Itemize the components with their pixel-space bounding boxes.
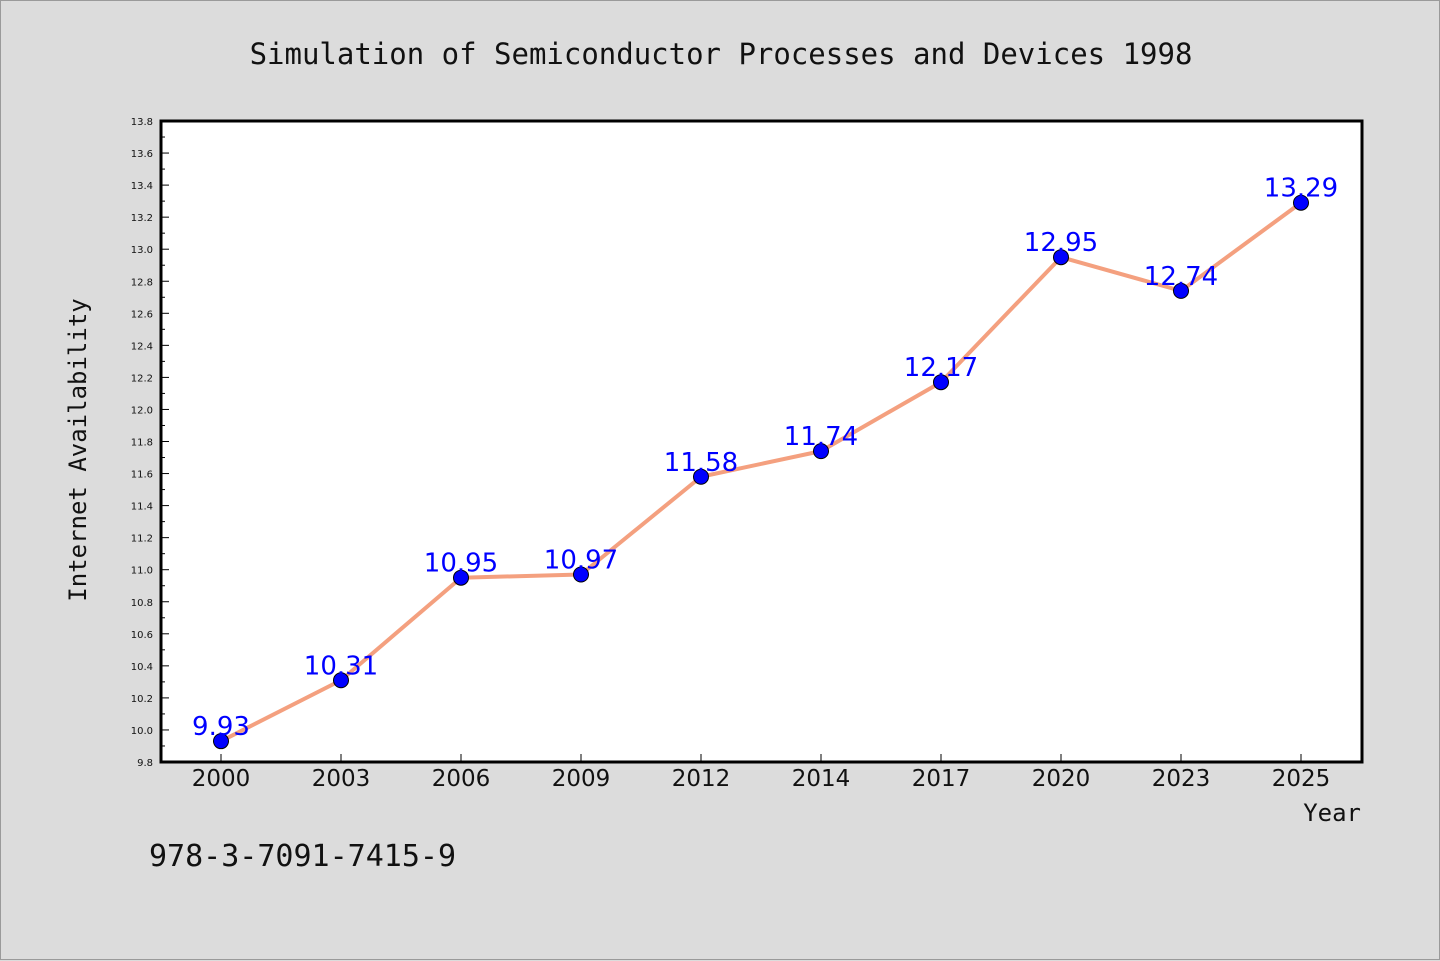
x-tick-label: 2020 [1032,766,1091,792]
y-tick-label: 12.0 [131,405,153,416]
plot-border [159,119,1364,764]
y-tick-label: 11.0 [131,566,153,577]
data-point [813,443,829,460]
data-label: 10.95 [424,549,498,579]
y-tick-label: 13.4 [131,181,153,192]
y-tick-label: 12.8 [131,277,153,288]
x-tick-label: 2006 [432,766,491,792]
plot-area [161,121,1362,762]
y-tick-label: 13.6 [131,149,153,160]
y-tick-label: 10.0 [131,726,153,737]
y-tick-label: 11.8 [131,438,153,449]
data-labels: 9.93 10.31 10.95 10.97 11.58 11.74 12.17 12.95 1… [192,174,1338,742]
y-tick-label: 9.8 [137,758,153,769]
x-tick-label: 2023 [1152,766,1211,792]
x-tick-label: 2003 [312,766,371,792]
y-tick-label: 12.6 [131,309,153,320]
data-point [1293,194,1309,211]
y-tick-label: 12.4 [131,341,153,352]
y-tick-label: 10.8 [131,598,153,609]
data-label: 10.97 [544,546,618,576]
x-tick-label: 2025 [1272,766,1331,792]
data-point [453,569,469,586]
x-tick-label: 2009 [552,766,611,792]
y-tick-label: 10.6 [131,630,153,641]
y-tick-label: 10.4 [131,662,153,673]
x-axis-ticks: 2000 2003 2006 2009 2012 2014 2017 2020 2023 2025 [192,754,1331,792]
data-point [1053,249,1069,266]
data-label: 11.74 [784,422,858,452]
data-label: 10.31 [304,651,378,681]
x-tick-label: 2017 [912,766,971,792]
data-label: 12.95 [1024,228,1098,258]
data-label: 11.58 [664,448,738,478]
data-point [213,733,229,750]
data-point [573,566,589,583]
data-label: 13.29 [1264,174,1338,204]
y-tick-label: 10.2 [131,694,153,705]
data-label: 12.17 [904,353,978,383]
x-tick-label: 2012 [672,766,731,792]
y-tick-label: 11.6 [131,470,153,481]
x-axis-label: Year [1303,799,1361,827]
data-markers [213,194,1309,750]
y-tick-label: 12.2 [131,373,153,384]
series-line [220,201,1303,743]
data-label: 12.74 [1144,262,1218,292]
x-tick-label: 2000 [192,766,251,792]
chart-title: Simulation of Semiconductor Processes an… [250,37,1193,71]
y-tick-label: 13.8 [131,117,153,128]
y-tick-label: 11.4 [131,502,153,513]
data-point [333,672,349,689]
y-axis-label: Internet Availability [64,298,92,601]
x-tick-label: 2014 [792,766,851,792]
data-point [933,374,949,391]
data-point [693,468,709,485]
y-tick-label: 11.2 [131,534,153,545]
data-label: 9.93 [192,712,250,742]
y-tick-label: 13.0 [131,245,153,256]
y-tick-label: 13.2 [131,213,153,224]
isbn-text: 978-3-7091-7415-9 [149,839,456,874]
data-point [1173,282,1189,299]
